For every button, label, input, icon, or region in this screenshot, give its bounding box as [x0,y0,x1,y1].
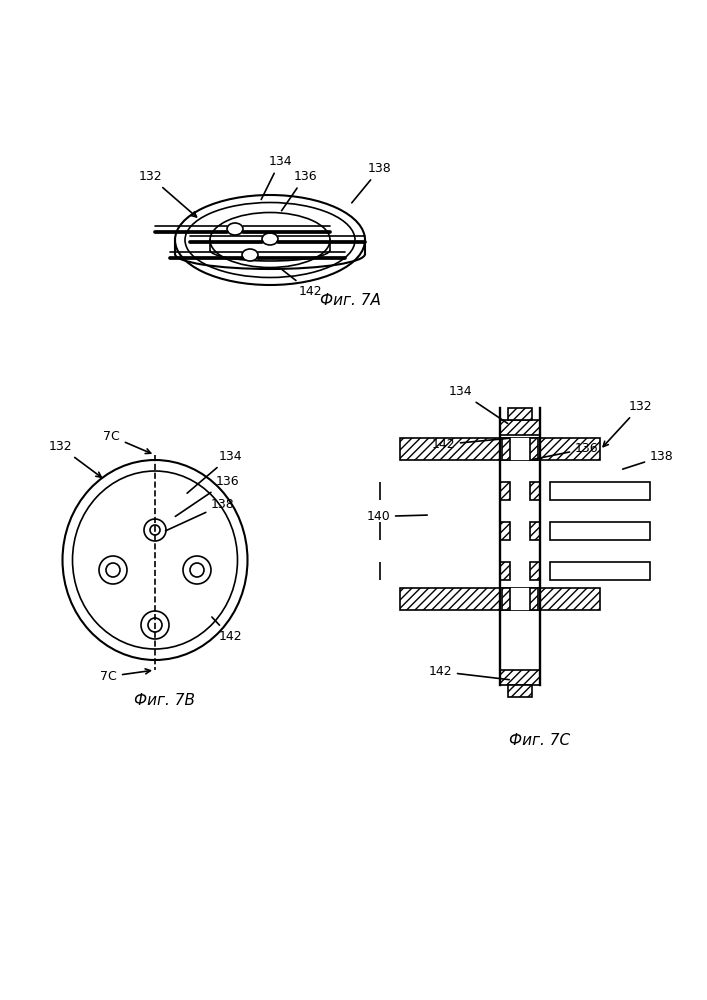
Bar [550,562,650,580]
Text: 142: 142 [428,665,509,680]
Text: Фиг. 7В: Фиг. 7В [134,693,196,708]
Text: 142: 142 [431,438,509,451]
Text: 136: 136 [175,475,239,516]
Text: 136: 136 [532,442,599,459]
Bar [508,685,532,697]
Ellipse shape [227,223,243,235]
Text: 132: 132 [138,170,197,217]
Text: 138: 138 [165,498,235,531]
Bar [500,588,540,610]
Text: 132: 132 [603,400,652,447]
Bar [530,482,540,500]
Bar [500,562,510,580]
Bar [502,438,510,460]
Bar [400,438,600,460]
Bar [530,588,538,610]
Ellipse shape [144,519,166,541]
Bar [530,522,540,540]
Bar [500,670,540,685]
Bar [550,522,650,540]
Ellipse shape [242,249,258,261]
Bar [508,408,532,420]
Ellipse shape [141,611,169,639]
Bar [500,420,540,435]
Text: 134: 134 [448,385,508,423]
Bar [530,562,540,580]
Text: 142: 142 [212,617,242,643]
Text: Фиг. 7А: Фиг. 7А [320,293,380,308]
Text: 7C: 7C [100,669,151,683]
Ellipse shape [99,556,127,584]
Text: 136: 136 [281,170,317,211]
Bar [500,438,540,460]
Bar [500,482,510,500]
Ellipse shape [183,556,211,584]
Text: 142: 142 [282,270,322,298]
Text: 134: 134 [261,155,292,200]
Bar [500,522,510,540]
Bar [400,588,600,610]
Text: Фиг. 7С: Фиг. 7С [510,733,571,748]
Ellipse shape [262,233,278,245]
Text: 7C: 7C [103,430,151,454]
Text: 134: 134 [187,450,242,493]
Text: 132: 132 [48,440,101,477]
Bar [530,438,538,460]
Bar [502,588,510,610]
Text: 138: 138 [623,450,674,469]
Ellipse shape [210,213,330,267]
Text: 140: 140 [366,510,427,523]
Bar [550,482,650,500]
Text: 138: 138 [352,162,392,203]
